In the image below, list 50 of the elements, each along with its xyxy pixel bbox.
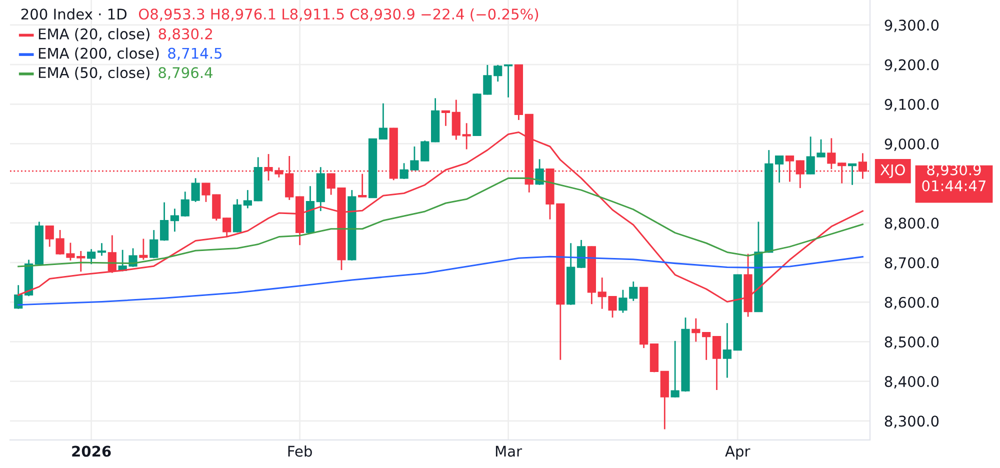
y-tick-label: 8,400.0 [884,376,939,389]
y-tick-label: 9,300.0 [884,20,939,32]
y-tick-label: 9,100.0 [884,98,939,112]
candlestick [170,208,180,232]
x-tick-label: Feb [288,445,312,457]
line-series [18,177,864,268]
candlestick [14,284,23,310]
candlestick [139,238,148,260]
candlestick [378,102,388,140]
candlestick [722,322,732,378]
text: O8,953.3 H8,976.1 L8,911.5 C8,930.9 −22.4 (−0.25%) [138,8,538,22]
candlestick [108,234,116,274]
x-tick-label: Apr [725,446,750,460]
candlestick [692,318,700,342]
candlestick [97,242,106,256]
candlestick [702,332,711,361]
text: 01:44:47 [922,180,986,192]
candlestick [452,99,460,140]
chart-title: 200 Index · 1D [21,8,126,20]
annotation: 8,714.5 [168,48,222,60]
y-tick-label: 9,000.0 [884,138,939,151]
annotation: 8,796.4 [158,67,212,80]
legend-label: EMA (50, close) [38,66,150,80]
y-tick-label: 8,800.0 [884,218,939,230]
candlestick [535,158,544,186]
x-tick-label: 2026 [72,446,111,457]
candlestick [358,173,367,198]
candlestick [462,122,471,150]
candlestick [504,64,513,98]
legend-label: EMA (20, close) [38,28,150,42]
candlestick [243,189,252,209]
candlestick [150,229,158,259]
ref-line-label: XJO [880,164,905,178]
y-tick-label: 8,600.0 [884,296,939,310]
y-tick-label: 8,300.0 [884,416,939,428]
annotation: 8,830.2 [158,28,212,41]
candlestick [775,154,784,184]
x-tick-label: Mar [496,446,522,457]
y-tick-label: 9,200.0 [884,59,939,72]
candlestick [494,64,502,82]
y-tick-label: 8,700.0 [884,257,939,270]
candlestick [87,248,96,265]
candlestick [222,217,232,238]
candlestick [576,239,586,269]
candlestick [441,110,450,127]
legend-label: EMA (200, close) [38,47,159,60]
candlestick [712,335,722,391]
y-tick-label: 8,500.0 [884,336,939,349]
candlestick [160,202,169,242]
candlestick [848,162,857,186]
